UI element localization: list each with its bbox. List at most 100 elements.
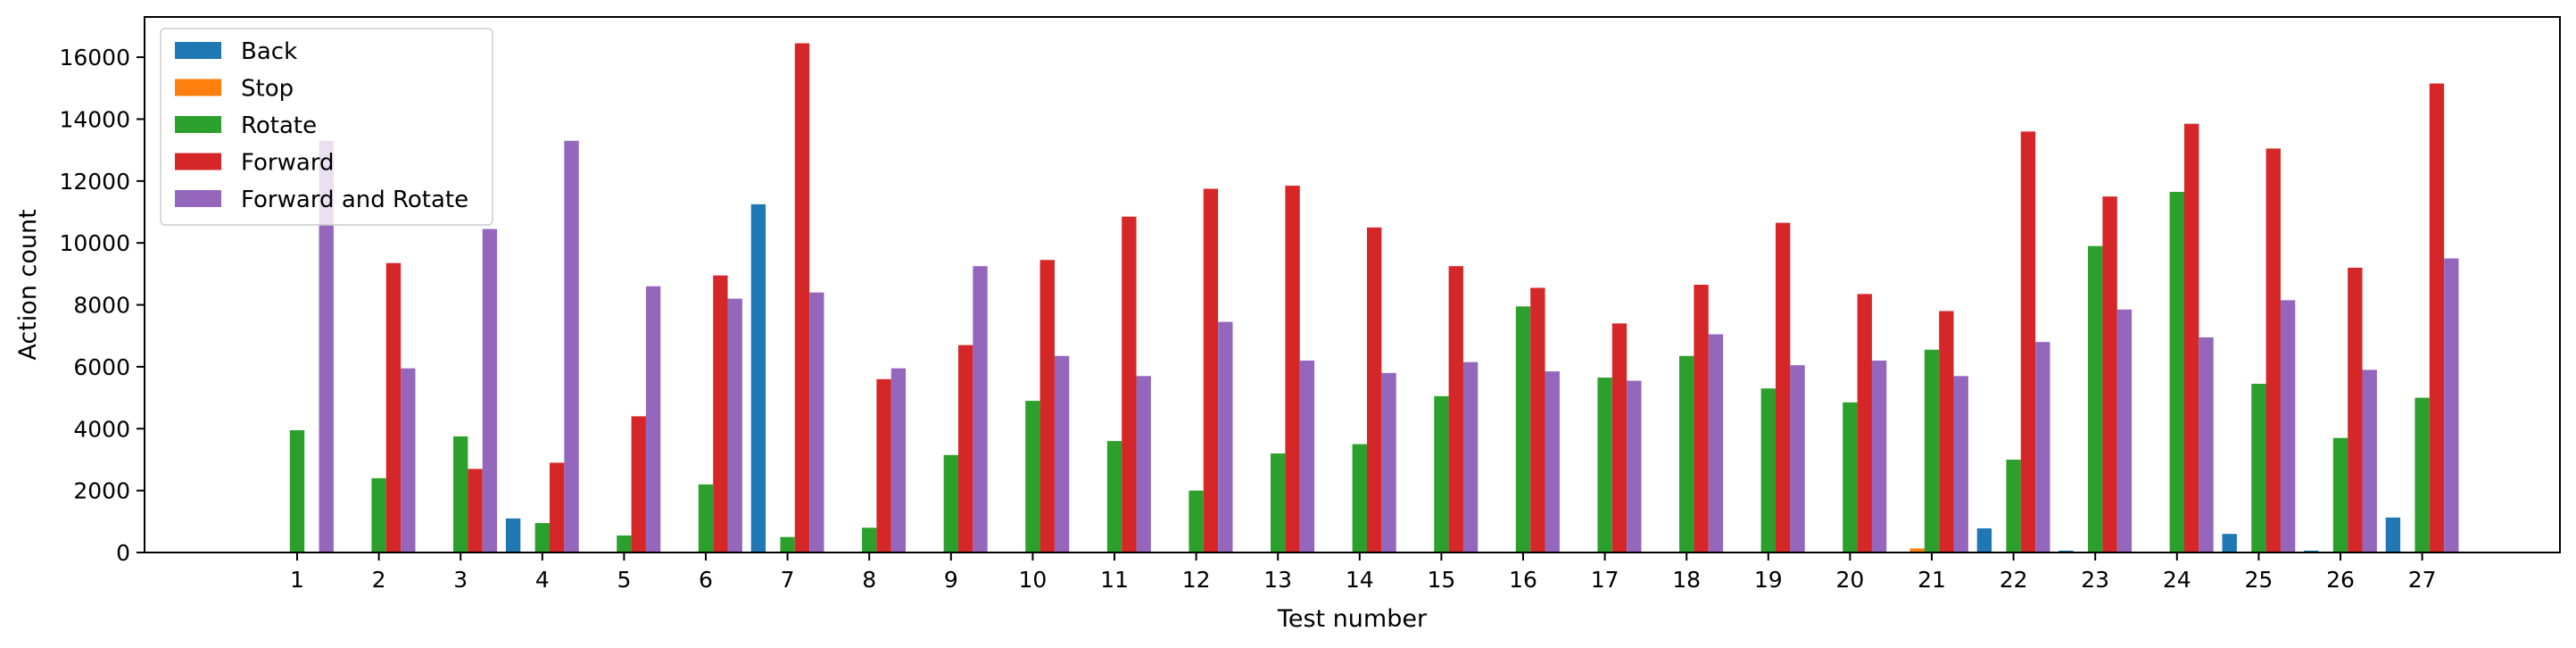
bar-forward-test-2 [385, 262, 402, 552]
x-tick-label: 20 [1835, 567, 1864, 593]
bar-back-test-25 [2222, 534, 2237, 552]
x-tick-label: 19 [1754, 567, 1783, 593]
bar-forward-test-20 [1857, 294, 1872, 552]
bar-forward-and-rotate-test-5 [645, 286, 661, 552]
y-tick-label: 12000 [59, 169, 130, 195]
bar-rotate-test-4 [534, 523, 550, 552]
legend: Back Stop Rotate Forward Forward and Rotate [160, 28, 493, 226]
x-tick-label: 13 [1263, 567, 1292, 593]
bar-forward-test-8 [876, 378, 891, 552]
bar-back-test-22 [1976, 528, 1992, 552]
bar-forward-and-rotate-test-25 [2280, 300, 2296, 552]
x-tick-label: 11 [1100, 567, 1129, 593]
bar-rotate-test-13 [1271, 453, 1286, 552]
x-tick-label: 7 [781, 567, 795, 593]
bar-forward-test-13 [1285, 186, 1300, 552]
bar-back-test-7 [750, 204, 766, 552]
bar-forward-and-rotate-test-21 [1953, 376, 1968, 552]
x-axis-label: Test number [1277, 605, 1428, 633]
bar-rotate-test-27 [2414, 397, 2430, 552]
x-tick-label: 9 [944, 567, 958, 593]
bar-forward-and-rotate-test-2 [401, 368, 416, 552]
x-tick-label: 5 [617, 567, 631, 593]
bar-forward-test-22 [2020, 131, 2036, 552]
x-tick-label: 21 [1918, 567, 1946, 593]
y-axis-label: Action count [14, 209, 42, 360]
bar-rotate-test-6 [698, 484, 714, 552]
x-tick-label: 16 [1509, 567, 1537, 593]
bar-forward-test-6 [713, 275, 728, 552]
bar-rotate-test-20 [1843, 402, 1858, 552]
x-tick-label: 8 [862, 567, 876, 593]
bar-stop-test-21 [1909, 548, 1925, 552]
bar-rotate-test-26 [2332, 437, 2348, 552]
bar-rotate-test-25 [2251, 383, 2266, 552]
bar-rotate-test-1 [289, 430, 305, 552]
bar-forward-test-27 [2429, 83, 2445, 552]
bar-back-test-27 [2385, 517, 2401, 552]
bar-forward-test-25 [2265, 148, 2281, 552]
bar-back-test-4 [505, 518, 521, 552]
legend-box [160, 28, 493, 226]
x-tick-label: 22 [2000, 567, 2028, 593]
bar-forward-and-rotate-test-19 [1790, 365, 1805, 552]
legend-label-rotate: Rotate [241, 112, 317, 139]
bar-rotate-test-14 [1352, 444, 1367, 552]
bar-forward-and-rotate-test-18 [1708, 334, 1724, 552]
bar-rotate-test-7 [780, 536, 795, 552]
bar-rotate-test-8 [862, 528, 877, 552]
y-tick-label: 6000 [73, 354, 130, 380]
x-tick-label: 1 [290, 567, 304, 593]
bar-rotate-test-24 [2169, 191, 2184, 552]
x-tick-label: 25 [2244, 567, 2273, 593]
bar-forward-and-rotate-test-22 [2035, 342, 2050, 552]
bar-forward-test-26 [2348, 267, 2363, 552]
x-tick-label: 10 [1018, 567, 1047, 593]
bar-rotate-test-23 [2088, 245, 2103, 552]
legend-label-forward: Forward [241, 150, 335, 177]
x-tick-label: 15 [1427, 567, 1455, 593]
bar-forward-test-5 [631, 416, 646, 552]
bar-forward-test-19 [1775, 222, 1791, 552]
legend-swatch-forward [175, 153, 221, 170]
x-tick-label: 14 [1346, 567, 1374, 593]
bar-forward-and-rotate-test-23 [2116, 309, 2133, 552]
bar-forward-and-rotate-test-27 [2444, 258, 2459, 552]
y-tick-label: 14000 [59, 106, 130, 132]
bar-rotate-test-18 [1679, 355, 1694, 552]
bar-forward-test-17 [1611, 323, 1628, 552]
bar-forward-and-rotate-test-1 [319, 140, 334, 553]
bar-rotate-test-16 [1515, 306, 1531, 552]
legend-swatch-stop [175, 79, 221, 96]
y-tick-label: 4000 [73, 416, 130, 442]
x-tick-label: 18 [1672, 567, 1701, 593]
bar-forward-and-rotate-test-4 [564, 140, 579, 553]
x-tick-label: 3 [453, 567, 468, 593]
bar-rotate-test-11 [1106, 441, 1122, 552]
legend-label-forward-and-rotate: Forward and Rotate [241, 187, 468, 213]
bar-rotate-test-21 [1924, 349, 1940, 552]
bar-rotate-test-9 [943, 454, 958, 552]
x-tick-label: 24 [2163, 567, 2191, 593]
bar-forward-and-rotate-test-10 [1054, 355, 1070, 552]
bar-forward-test-10 [1040, 260, 1055, 552]
bar-forward-test-21 [1939, 311, 1954, 552]
bar-forward-and-rotate-test-24 [2199, 336, 2214, 552]
bar-forward-test-18 [1694, 285, 1709, 552]
bars-group [289, 43, 2459, 553]
x-tick-label: 12 [1182, 567, 1211, 593]
bar-rotate-test-22 [2006, 459, 2021, 552]
bar-forward-test-7 [794, 43, 810, 553]
bar-rotate-test-17 [1597, 378, 1612, 552]
bar-forward-test-12 [1203, 188, 1219, 553]
bar-rotate-test-12 [1189, 490, 1204, 552]
bar-forward-and-rotate-test-3 [482, 228, 498, 552]
x-tick-label: 17 [1591, 567, 1619, 593]
bar-forward-and-rotate-test-6 [727, 298, 742, 552]
x-tick-label: 2 [372, 567, 386, 593]
bar-forward-and-rotate-test-12 [1218, 321, 1233, 552]
bar-rotate-test-19 [1760, 388, 1776, 552]
y-axis-ticks: 0 2000 4000 6000 8000 10000 12000 14000 16000 [59, 45, 145, 566]
legend-label-stop: Stop [241, 76, 294, 103]
bar-forward-test-24 [2183, 123, 2199, 552]
